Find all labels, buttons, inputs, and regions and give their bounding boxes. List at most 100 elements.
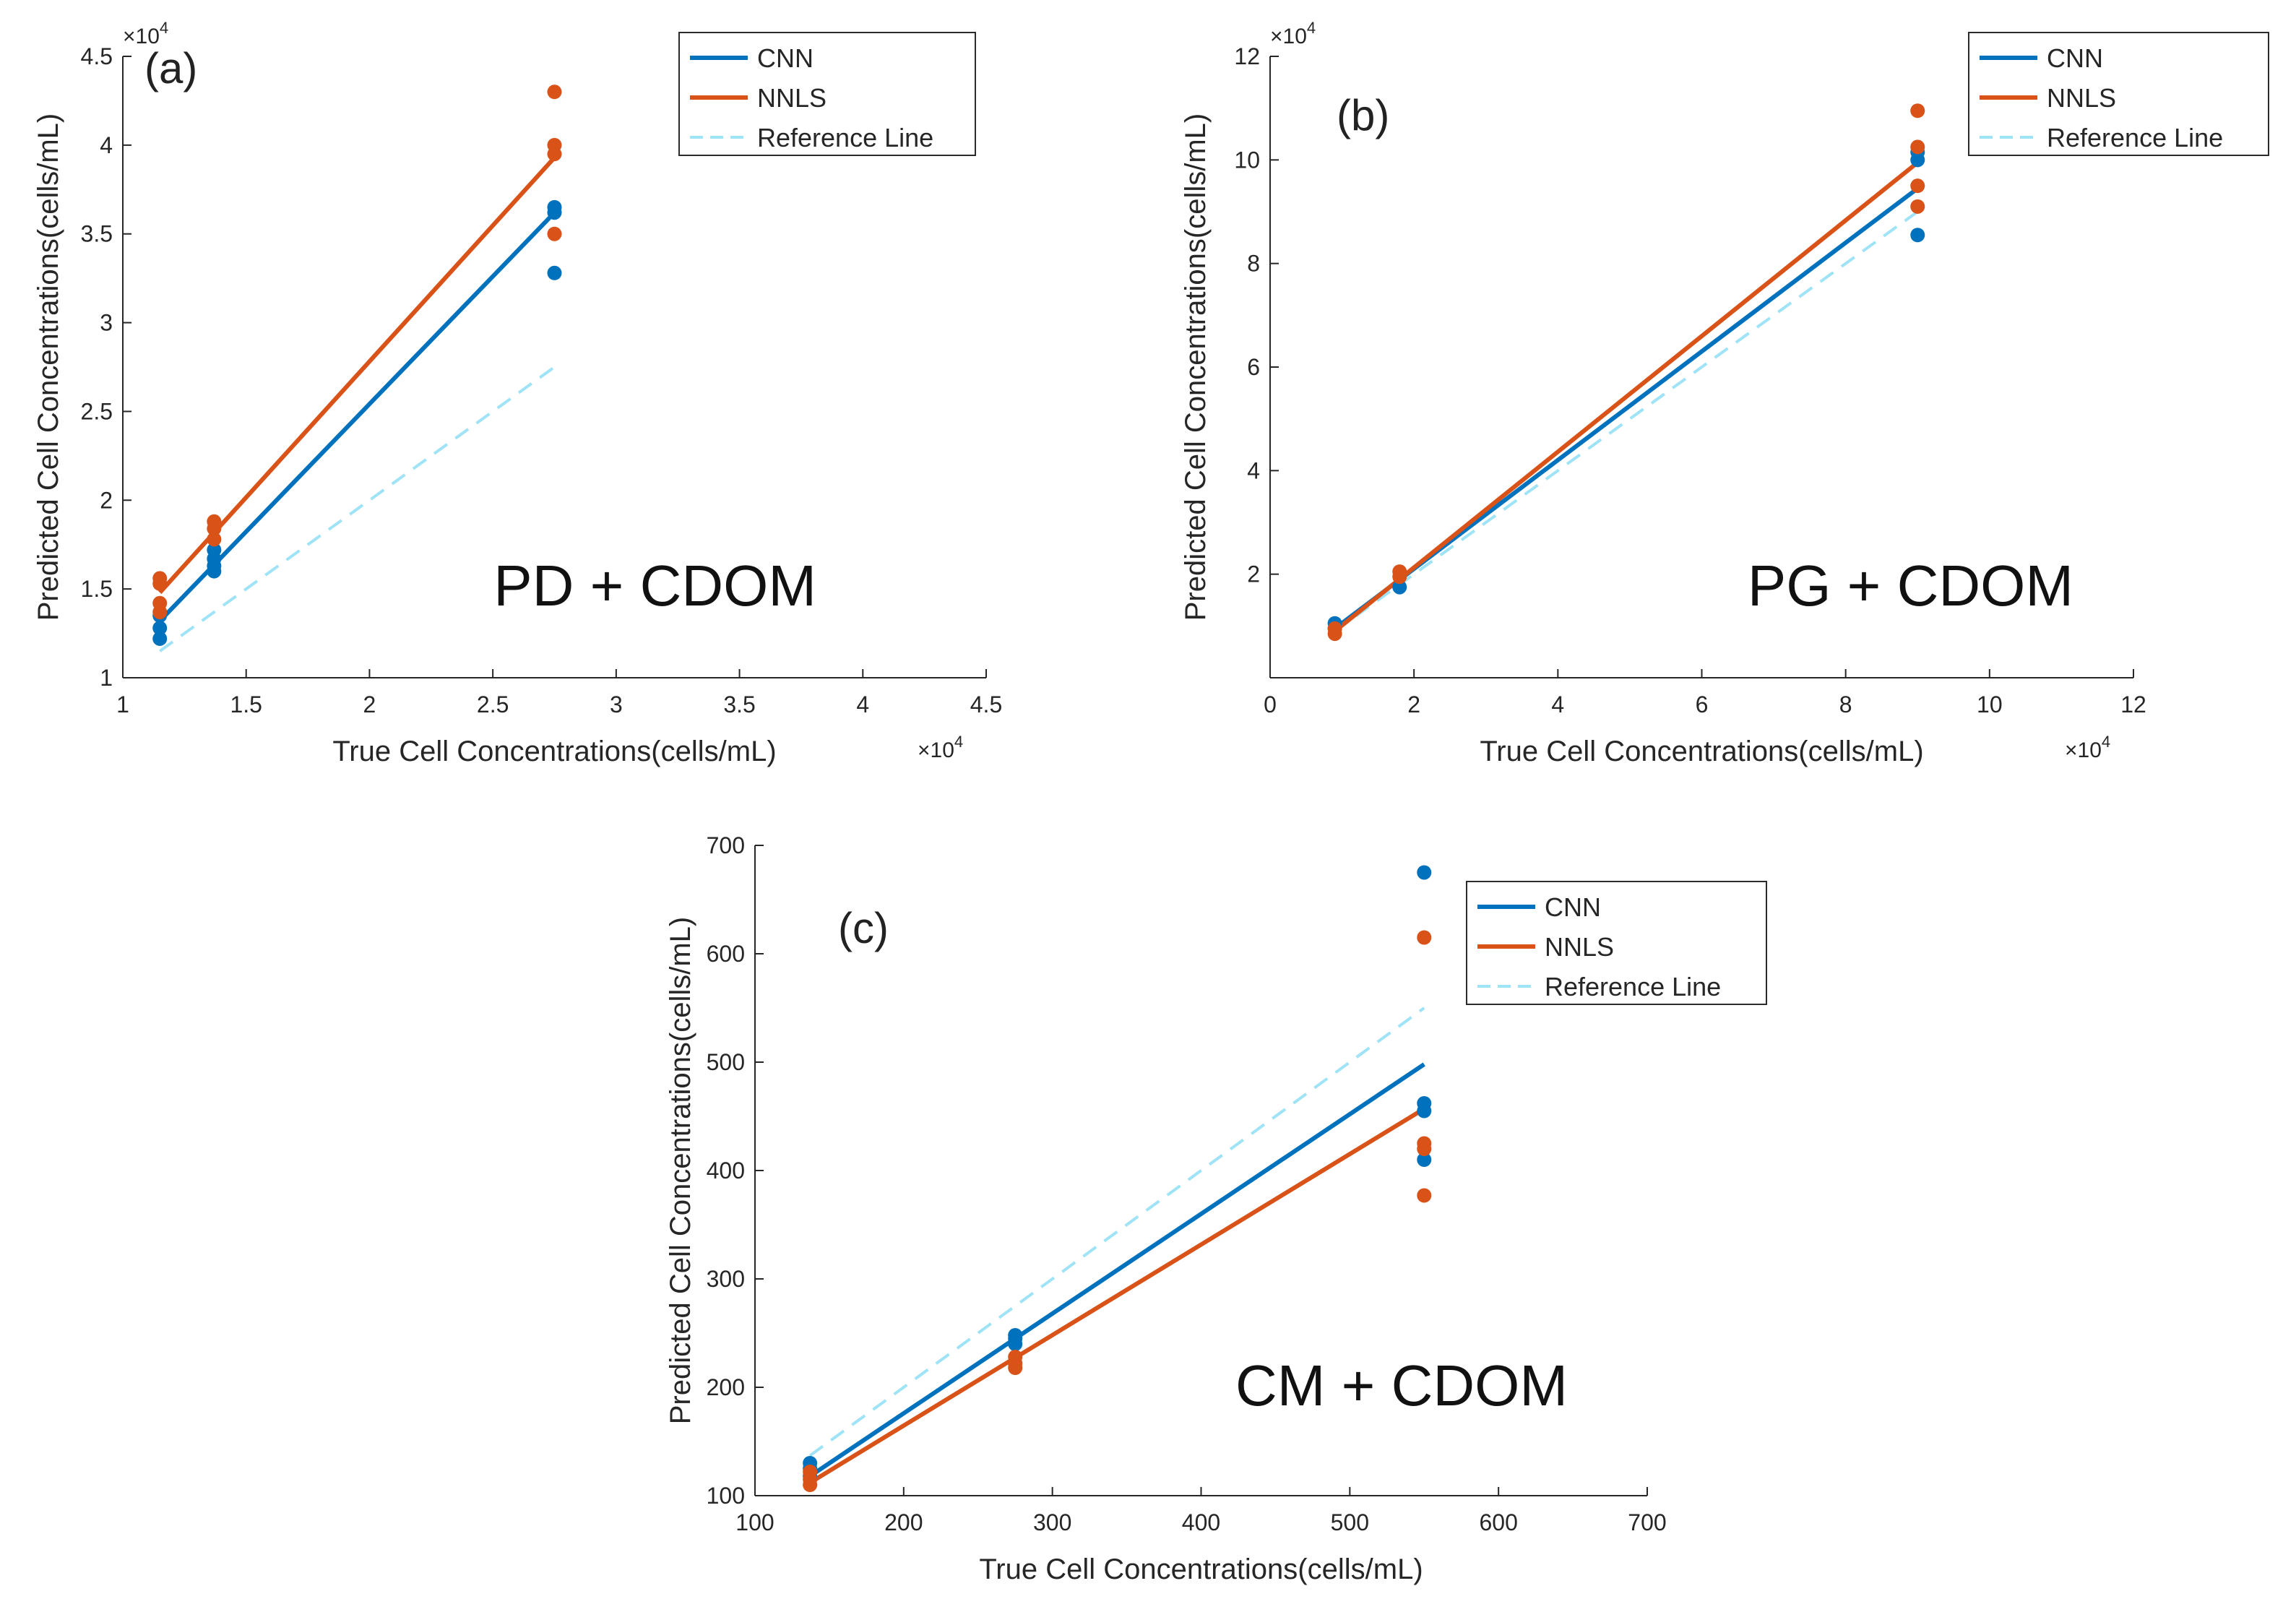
- nnls-data-point: [152, 571, 168, 586]
- panel-label: (a): [144, 44, 197, 92]
- x-multiplier: ×104: [918, 733, 963, 762]
- y-multiplier-exponent: 4: [160, 19, 168, 37]
- x-multiplier-base: ×10: [2065, 738, 2102, 762]
- cnn-data-point: [207, 543, 222, 558]
- nnls-data-point: [1392, 564, 1407, 579]
- x-tick-label: 4.5: [970, 691, 1002, 717]
- reference-line: [1334, 210, 1919, 633]
- x-tick-label: 2: [363, 691, 376, 717]
- y-tick-label: 600: [707, 941, 745, 967]
- legend-box: [1466, 881, 1767, 1005]
- x-tick-label: 100: [735, 1509, 774, 1535]
- panel-annotation: PD + CDOM: [493, 553, 816, 618]
- nnls-fit-line: [157, 156, 556, 595]
- nnls-data-point: [1417, 1188, 1432, 1203]
- legend-reference-label: Reference Line: [2047, 123, 2223, 152]
- y-axis-label: Predicted Cell Concentrations(cells/mL): [665, 917, 696, 1425]
- legend-box: [678, 32, 976, 156]
- y-multiplier: ×104: [1270, 19, 1316, 48]
- nnls-data-point: [1910, 103, 1925, 118]
- y-tick-label: 8: [1247, 251, 1260, 277]
- nnls-fit-line: [1333, 160, 1920, 633]
- x-tick-label: 8: [1839, 691, 1852, 717]
- legend-nnls-label: NNLS: [1545, 932, 1614, 962]
- legend-cnn-label: CNN: [1545, 892, 1601, 922]
- nnls-data-point: [152, 595, 168, 611]
- x-tick-label: 12: [2120, 691, 2146, 717]
- x-tick-label: 200: [884, 1509, 923, 1535]
- x-axis-label: True Cell Concentrations(cells/mL): [1480, 736, 1923, 767]
- cnn-data-point: [152, 621, 168, 636]
- y-tick-label: 2.5: [81, 398, 113, 424]
- cnn-data-point: [1008, 1328, 1023, 1342]
- cnn-fit-line: [158, 211, 556, 623]
- nnls-data-point: [1910, 139, 1925, 155]
- x-tick-label: 4: [1551, 691, 1564, 717]
- cnn-data-point: [1417, 1152, 1432, 1167]
- cnn-data-point: [1417, 865, 1432, 880]
- panel-label: (b): [1337, 91, 1389, 139]
- nnls-fit-line: [808, 1106, 1425, 1485]
- panel-label: (c): [838, 904, 889, 952]
- x-axis-label: True Cell Concentrations(cells/mL): [332, 736, 776, 767]
- nnls-data-point: [1910, 199, 1925, 214]
- cnn-fit-line: [808, 1062, 1425, 1478]
- y-tick-label: 3.5: [81, 221, 113, 247]
- y-axis-label: Predicted Cell Concentrations(cells/mL): [1180, 113, 1212, 621]
- x-tick-label: 4: [856, 691, 869, 717]
- nnls-data-point: [547, 85, 562, 100]
- nnls-data-point: [547, 137, 562, 152]
- legend-reference-label: Reference Line: [757, 123, 933, 152]
- x-tick-label: 6: [1696, 691, 1709, 717]
- legend: CNN NNLS Reference Line: [1466, 881, 1767, 1005]
- y-tick-label: 4: [1247, 457, 1260, 483]
- legend-reference-label: Reference Line: [1545, 972, 1721, 1001]
- y-tick-label: 200: [707, 1374, 745, 1400]
- x-tick-label: 400: [1182, 1509, 1220, 1535]
- legend-box: [1968, 32, 2269, 156]
- x-tick-label: 3: [610, 691, 623, 717]
- cnn-data-point: [1910, 228, 1925, 243]
- nnls-data-point: [207, 514, 222, 529]
- x-multiplier: ×104: [2065, 733, 2110, 762]
- chart-panel-a: 1 1.5 2 2.5 3 3.5 4 4.511.522.533.544.5×104×104…: [33, 19, 1002, 767]
- y-tick-label: 300: [707, 1266, 745, 1292]
- panel-annotation: PG + CDOM: [1748, 553, 2073, 618]
- reference-line: [159, 366, 556, 652]
- nnls-data-point: [1327, 621, 1342, 636]
- x-multiplier-base: ×10: [918, 738, 954, 762]
- y-tick-label: 1.5: [81, 576, 113, 602]
- reference-line: [808, 1007, 1425, 1457]
- y-tick-label: 400: [707, 1158, 745, 1184]
- nnls-data-point: [547, 226, 562, 241]
- legend-nnls-label: NNLS: [757, 83, 827, 113]
- y-tick-label: 700: [707, 832, 745, 858]
- legend-cnn-label: CNN: [2047, 43, 2103, 73]
- y-tick-label: 10: [1234, 147, 1260, 173]
- x-tick-label: 600: [1479, 1509, 1517, 1535]
- legend: CNN NNLS Reference Line: [678, 32, 976, 156]
- x-tick-label: 0: [1264, 691, 1277, 717]
- x-axis-label: True Cell Concentrations(cells/mL): [979, 1553, 1423, 1585]
- y-multiplier-exponent: 4: [1307, 19, 1316, 37]
- x-tick-label: 2: [1407, 691, 1420, 717]
- nnls-data-point: [1910, 178, 1925, 194]
- y-tick-label: 4.5: [81, 43, 113, 69]
- cnn-data-point: [547, 199, 562, 215]
- y-tick-label: 100: [707, 1483, 745, 1509]
- x-tick-label: 3.5: [723, 691, 755, 717]
- x-tick-label: 500: [1331, 1509, 1369, 1535]
- nnls-data-point: [803, 1465, 818, 1479]
- x-tick-label: 1.5: [230, 691, 262, 717]
- y-tick-label: 2: [1247, 561, 1260, 587]
- legend-cnn-label: CNN: [757, 43, 813, 73]
- x-tick-label: 700: [1628, 1509, 1666, 1535]
- y-tick-label: 6: [1247, 354, 1260, 380]
- y-tick-label: 2: [100, 487, 113, 513]
- panel-annotation: CM + CDOM: [1235, 1353, 1568, 1418]
- y-multiplier: ×104: [123, 19, 168, 48]
- x-multiplier-exponent: 4: [2102, 733, 2110, 751]
- y-tick-label: 12: [1234, 43, 1260, 69]
